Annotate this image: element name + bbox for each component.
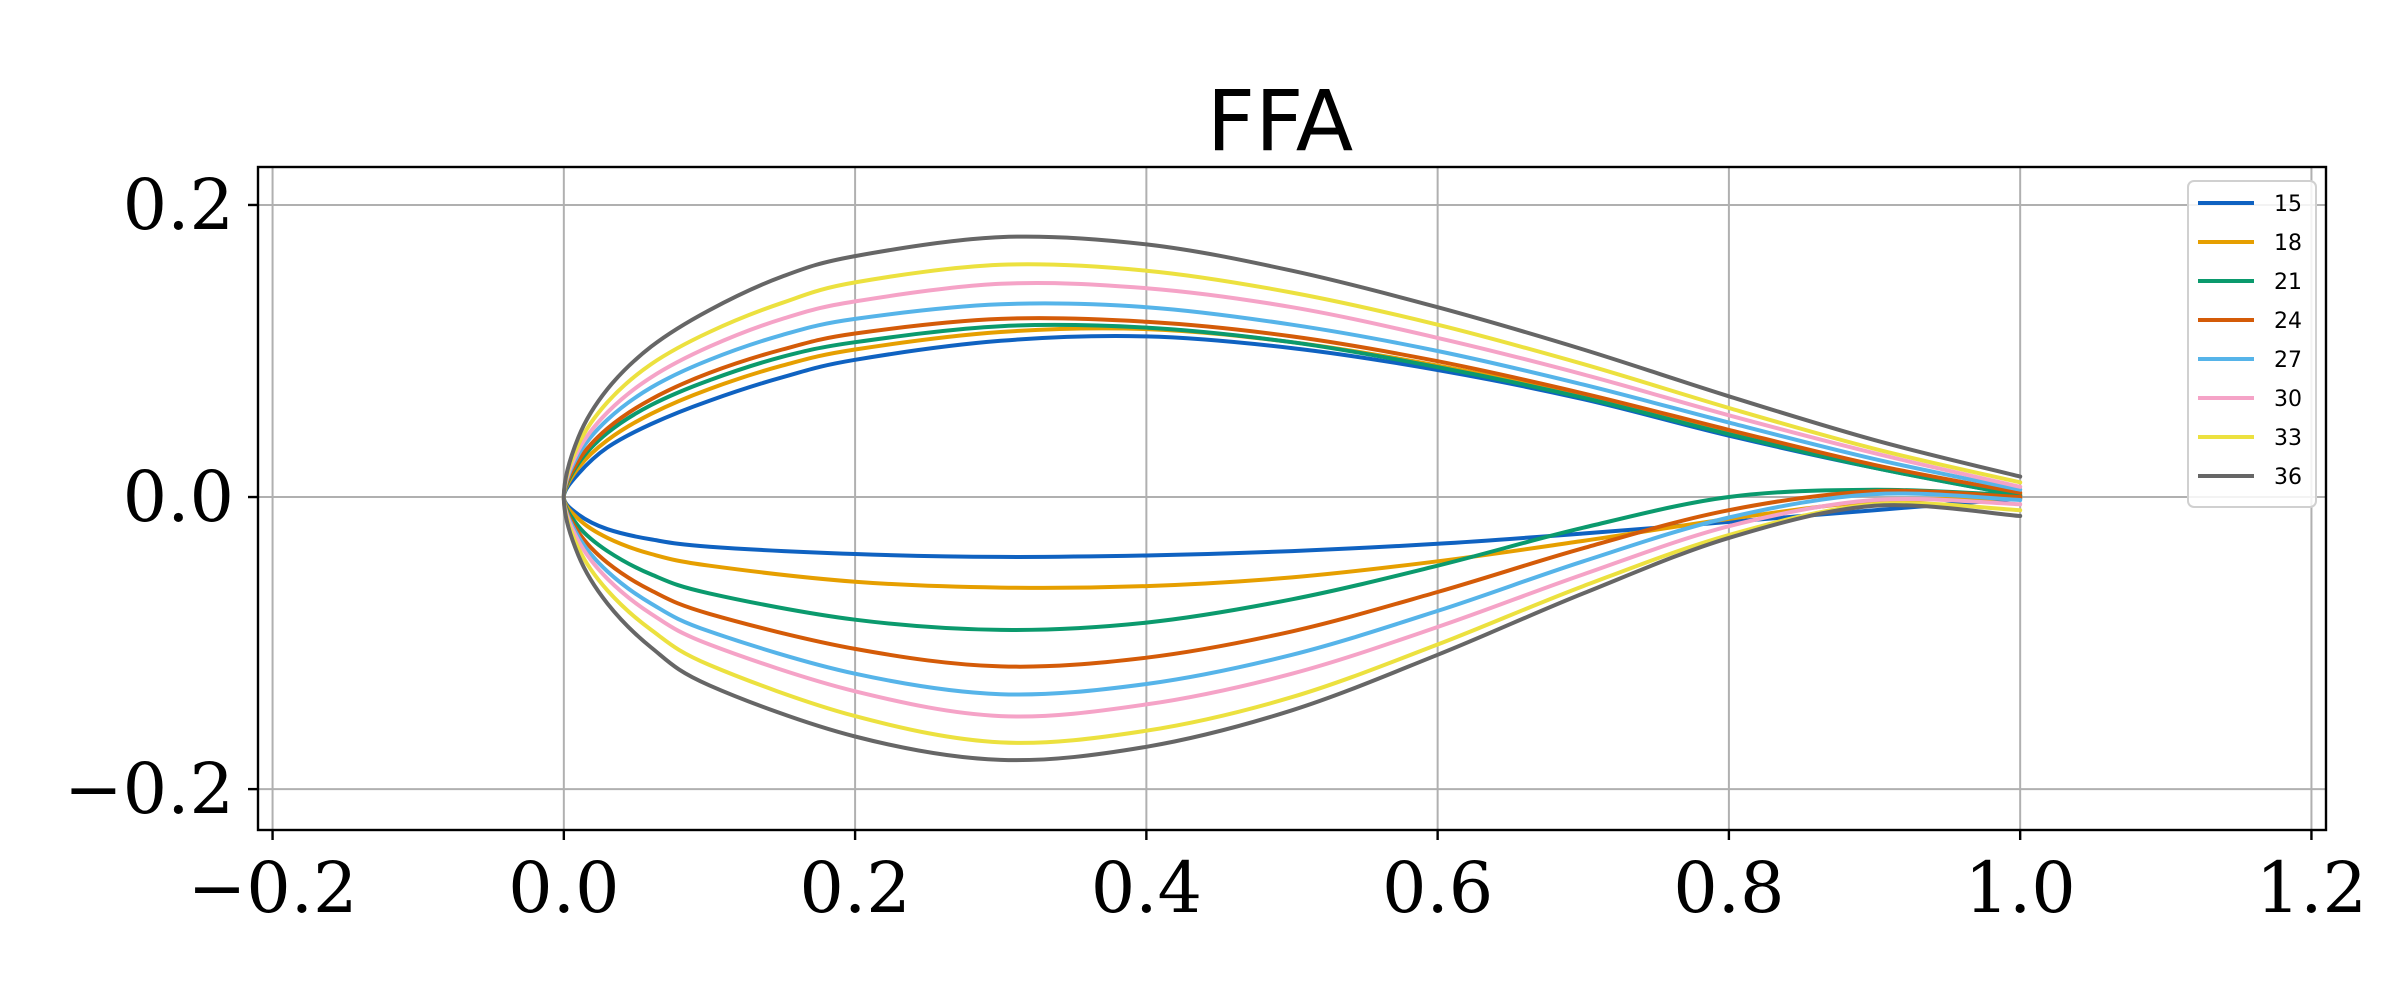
legend-box	[2187, 180, 2317, 508]
x-tick-label: 0.2	[799, 847, 910, 929]
x-tick-label: 0.8	[1673, 847, 1784, 929]
x-tick-label: 0.6	[1382, 847, 1493, 929]
y-tick-label: −0.2	[64, 748, 234, 830]
series-21-line	[561, 322, 2023, 632]
axis-ticks: −0.2 0.0 0.2 0.4 0.6 0.8 1.0 1.2 −0.2 0.0 0.2	[64, 164, 2367, 929]
plot-frame	[256, 165, 2328, 832]
x-tick-label: 0.4	[1091, 847, 1202, 929]
chart-title: FFA	[1207, 72, 1353, 170]
x-tick-label: 1.2	[2256, 847, 2367, 929]
x-tick-label: 1.0	[1965, 847, 2076, 929]
y-tick-label: 0.0	[123, 456, 234, 538]
series-lines	[561, 234, 2023, 763]
legend-label: 15	[2274, 192, 2302, 217]
x-tick-label: −0.2	[188, 847, 358, 929]
series-36-line	[561, 234, 2023, 763]
x-tick-label: 0.0	[508, 847, 619, 929]
legend-label: 33	[2274, 426, 2302, 451]
y-tick-label: 0.2	[123, 164, 234, 246]
legend: 15 18 21 24 27 30 33 36	[2187, 180, 2317, 508]
legend-label: 21	[2274, 270, 2302, 295]
legend-label: 27	[2274, 348, 2302, 373]
legend-label: 36	[2274, 465, 2302, 490]
legend-label: 30	[2274, 387, 2302, 412]
legend-label: 18	[2274, 231, 2302, 256]
legend-label: 24	[2274, 309, 2302, 334]
series-18-line	[561, 326, 2023, 590]
